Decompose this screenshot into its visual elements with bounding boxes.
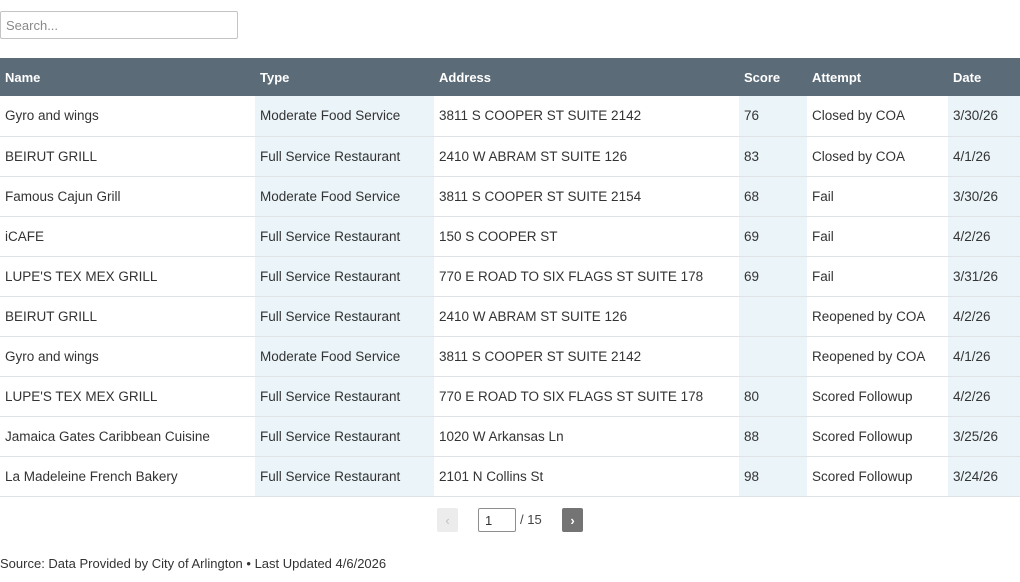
column-header-date[interactable]: Date xyxy=(948,58,1020,96)
table-header-row: Name Type Address Score Attempt Date xyxy=(0,58,1020,96)
cell-score xyxy=(739,336,807,377)
cell-attempt: Fail xyxy=(807,216,948,257)
total-pages-label: / 15 xyxy=(520,512,542,527)
table-row: LUPE'S TEX MEX GRILL Full Service Restaur… xyxy=(0,256,1020,297)
table-row: La Madeleine French Bakery Full Service R… xyxy=(0,456,1020,497)
cell-score: 69 xyxy=(739,256,807,297)
cell-attempt: Scored Followup xyxy=(807,416,948,457)
search-input[interactable] xyxy=(0,11,238,39)
cell-date: 3/31/26 xyxy=(948,256,1020,297)
cell-attempt: Scored Followup xyxy=(807,456,948,497)
cell-score xyxy=(739,296,807,337)
cell-type: Full Service Restaurant xyxy=(255,296,434,337)
table-row: Gyro and wings Moderate Food Service 3811 … xyxy=(0,336,1020,377)
cell-score: 80 xyxy=(739,376,807,417)
cell-address: 2410 W ABRAM ST SUITE 126 xyxy=(434,136,739,177)
cell-score: 69 xyxy=(739,216,807,257)
cell-type: Full Service Restaurant xyxy=(255,136,434,177)
cell-type: Moderate Food Service xyxy=(255,176,434,217)
cell-type: Moderate Food Service xyxy=(255,96,434,137)
table-row: LUPE'S TEX MEX GRILL Full Service Restaur… xyxy=(0,376,1020,417)
cell-date: 4/1/26 xyxy=(948,336,1020,377)
cell-type: Full Service Restaurant xyxy=(255,456,434,497)
cell-type: Full Service Restaurant xyxy=(255,376,434,417)
cell-address: 2410 W ABRAM ST SUITE 126 xyxy=(434,296,739,337)
cell-score: 83 xyxy=(739,136,807,177)
cell-attempt: Scored Followup xyxy=(807,376,948,417)
cell-attempt: Fail xyxy=(807,256,948,297)
cell-name: Gyro and wings xyxy=(0,336,255,377)
cell-score: 98 xyxy=(739,456,807,497)
table-row: Jamaica Gates Caribbean Cuisine Full Serv… xyxy=(0,416,1020,457)
cell-score: 76 xyxy=(739,96,807,137)
cell-date: 3/24/26 xyxy=(948,456,1020,497)
cell-name: BEIRUT GRILL xyxy=(0,136,255,177)
cell-name: LUPE'S TEX MEX GRILL xyxy=(0,256,255,297)
cell-type: Full Service Restaurant xyxy=(255,256,434,297)
table-row: Famous Cajun Grill Moderate Food Service 3… xyxy=(0,176,1020,217)
inspections-table: Name Type Address Score Attempt Date Gyr… xyxy=(0,58,1020,497)
cell-address: 150 S COOPER ST xyxy=(434,216,739,257)
cell-attempt: Reopened by COA xyxy=(807,296,948,337)
cell-attempt: Closed by COA xyxy=(807,136,948,177)
cell-name: Gyro and wings xyxy=(0,96,255,137)
cell-name: BEIRUT GRILL xyxy=(0,296,255,337)
cell-type: Full Service Restaurant xyxy=(255,416,434,457)
cell-name: Jamaica Gates Caribbean Cuisine xyxy=(0,416,255,457)
cell-date: 3/30/26 xyxy=(948,176,1020,217)
cell-attempt: Reopened by COA xyxy=(807,336,948,377)
cell-address: 770 E ROAD TO SIX FLAGS ST SUITE 178 xyxy=(434,256,739,297)
column-header-name[interactable]: Name xyxy=(0,58,255,96)
cell-address: 3811 S COOPER ST SUITE 2154 xyxy=(434,176,739,217)
cell-name: Famous Cajun Grill xyxy=(0,176,255,217)
cell-date: 4/1/26 xyxy=(948,136,1020,177)
cell-date: 4/2/26 xyxy=(948,296,1020,337)
cell-date: 4/2/26 xyxy=(948,216,1020,257)
cell-name: La Madeleine French Bakery xyxy=(0,456,255,497)
table-row: iCAFE Full Service Restaurant 150 S COOPER… xyxy=(0,216,1020,257)
cell-address: 2101 N Collins St xyxy=(434,456,739,497)
pagination: ‹ / 15 › xyxy=(0,508,1020,532)
cell-type: Moderate Food Service xyxy=(255,336,434,377)
cell-name: LUPE'S TEX MEX GRILL xyxy=(0,376,255,417)
table-row: Gyro and wings Moderate Food Service 3811 … xyxy=(0,96,1020,137)
cell-name: iCAFE xyxy=(0,216,255,257)
table-row: BEIRUT GRILL Full Service Restaurant 2410 … xyxy=(0,296,1020,337)
column-header-address[interactable]: Address xyxy=(434,58,739,96)
cell-score: 68 xyxy=(739,176,807,217)
column-header-type[interactable]: Type xyxy=(255,58,434,96)
cell-date: 4/2/26 xyxy=(948,376,1020,417)
cell-attempt: Closed by COA xyxy=(807,96,948,137)
cell-attempt: Fail xyxy=(807,176,948,217)
cell-address: 1020 W Arkansas Ln xyxy=(434,416,739,457)
cell-score: 88 xyxy=(739,416,807,457)
previous-page-button[interactable]: ‹ xyxy=(437,508,458,532)
cell-type: Full Service Restaurant xyxy=(255,216,434,257)
cell-address: 770 E ROAD TO SIX FLAGS ST SUITE 178 xyxy=(434,376,739,417)
next-page-button[interactable]: › xyxy=(562,508,583,532)
cell-address: 3811 S COOPER ST SUITE 2142 xyxy=(434,96,739,137)
cell-address: 3811 S COOPER ST SUITE 2142 xyxy=(434,336,739,377)
cell-date: 3/25/26 xyxy=(948,416,1020,457)
page-number-input[interactable] xyxy=(478,508,516,532)
data-source-note: Source: Data Provided by City of Arlingt… xyxy=(0,556,387,571)
table-row: BEIRUT GRILL Full Service Restaurant 2410 … xyxy=(0,136,1020,177)
column-header-score[interactable]: Score xyxy=(739,58,807,96)
cell-date: 3/30/26 xyxy=(948,96,1020,137)
column-header-attempt[interactable]: Attempt xyxy=(807,58,948,96)
